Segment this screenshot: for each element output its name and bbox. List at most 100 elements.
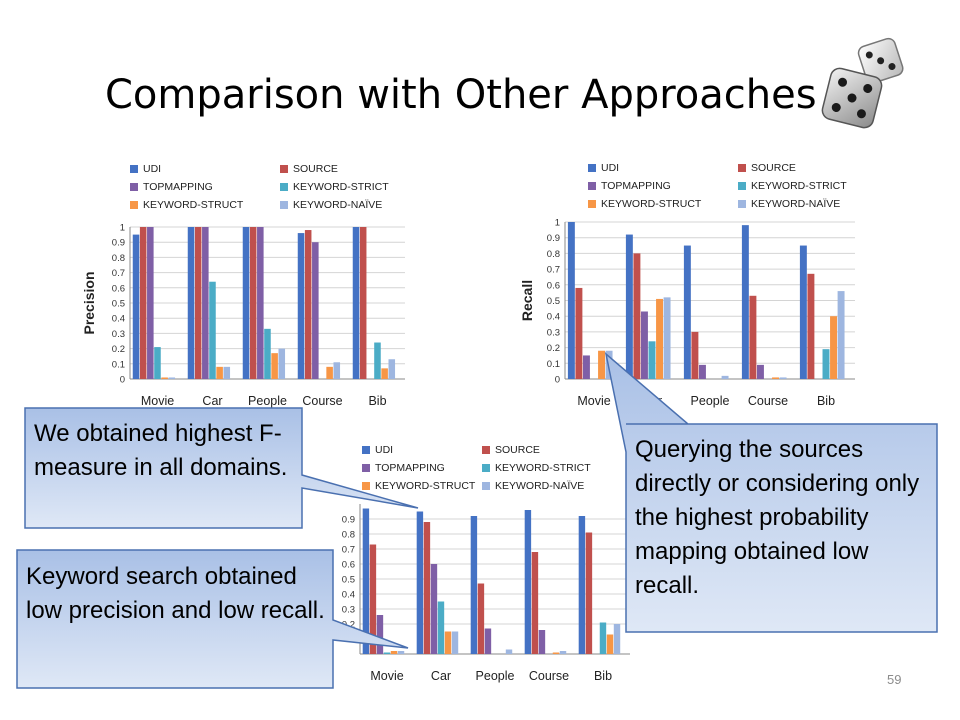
y-tick-label: 0.9 <box>342 515 355 526</box>
bar <box>374 342 381 379</box>
legend-swatch <box>362 482 370 490</box>
fmeasure-callout-text: We obtained highest F-measure in all dom… <box>34 420 288 481</box>
precision-chart: UDI SOURCE TOPMAPPING KEYWORD-STRICT KEYWORD… <box>70 150 430 420</box>
y-axis-label: Precision <box>81 271 97 334</box>
y-tick-label: 1 <box>120 223 125 234</box>
x-tick-label: People <box>248 394 287 408</box>
bar <box>359 227 367 379</box>
bar <box>585 532 593 654</box>
bar <box>578 516 586 654</box>
y-tick-label: 0.8 <box>342 530 355 541</box>
bar <box>605 350 613 379</box>
x-tick-label: Bib <box>594 669 612 683</box>
precision-chart-svg: UDI SOURCE TOPMAPPING KEYWORD-STRICT KEYWORD… <box>81 163 405 408</box>
bar <box>362 508 370 654</box>
bar <box>297 233 305 379</box>
bar <box>822 349 830 379</box>
legend-label: KEYWORD-NAÏVE <box>495 480 584 492</box>
y-tick-label: 0.5 <box>547 296 560 307</box>
legend-swatch <box>280 183 288 191</box>
legend-swatch <box>588 164 596 172</box>
querying-callout-text: Querying the sources directly or conside… <box>635 436 920 599</box>
y-tick-label: 0.6 <box>112 283 125 294</box>
bar <box>390 651 398 654</box>
bar <box>381 368 388 379</box>
bar <box>830 316 837 379</box>
y-tick-label: 0.8 <box>112 253 125 264</box>
legend-swatch <box>280 165 288 173</box>
legend-label: KEYWORD-STRUCT <box>375 480 476 492</box>
bar <box>741 225 749 379</box>
bar <box>249 227 257 379</box>
legend-label: SOURCE <box>293 163 338 175</box>
bar <box>312 242 319 379</box>
legend-label: KEYWORD-STRICT <box>495 462 591 474</box>
bar <box>531 552 539 654</box>
bar <box>139 227 147 379</box>
legend-label: KEYWORD-STRICT <box>293 181 389 193</box>
bar <box>444 631 452 654</box>
y-tick-label: 0.3 <box>342 605 355 616</box>
bar <box>559 651 567 654</box>
y-tick-label: 0.1 <box>547 359 560 370</box>
bar <box>209 281 216 379</box>
recall-chart-svg: UDI SOURCE TOPMAPPING KEYWORD-STRICT KEYWORD… <box>519 162 855 408</box>
bar <box>388 359 396 379</box>
legend-swatch <box>362 446 370 454</box>
bar <box>648 341 656 379</box>
y-tick-label: 1 <box>555 218 560 229</box>
bar <box>552 652 560 654</box>
bar <box>582 355 590 379</box>
bar <box>599 622 607 654</box>
bar <box>524 510 532 654</box>
bar <box>505 649 513 654</box>
bar <box>575 287 583 379</box>
legend-label: UDI <box>601 162 619 174</box>
x-tick-label: Course <box>529 669 569 683</box>
x-tick-label: Car <box>431 669 451 683</box>
bar <box>264 328 271 379</box>
bar <box>397 651 405 654</box>
legend-label: KEYWORD-NAÏVE <box>293 199 382 211</box>
legend-swatch <box>482 464 490 472</box>
bar <box>807 273 815 379</box>
bar <box>257 227 264 379</box>
bar <box>333 362 341 379</box>
bar <box>423 522 431 654</box>
legend-swatch <box>130 183 138 191</box>
legend-label: SOURCE <box>495 444 540 456</box>
bar <box>484 628 492 654</box>
bar <box>326 366 333 379</box>
y-tick-label: 0.9 <box>547 233 560 244</box>
bar <box>477 583 485 654</box>
bar <box>625 234 633 379</box>
legend-swatch <box>362 464 370 472</box>
x-tick-label: People <box>476 669 515 683</box>
bar <box>837 291 845 379</box>
legend-label: KEYWORD-STRUCT <box>601 198 702 210</box>
y-tick-label: 0 <box>120 375 125 386</box>
legend-swatch <box>588 182 596 190</box>
y-tick-label: 0.2 <box>547 343 560 354</box>
legend-label: TOPMAPPING <box>601 180 671 192</box>
bar <box>416 511 424 654</box>
y-tick-label: 0.7 <box>342 545 355 556</box>
bar <box>451 631 459 654</box>
slide-title: Comparison with Other Approaches <box>105 72 817 118</box>
y-tick-label: 0.4 <box>112 314 125 325</box>
bar <box>613 624 621 654</box>
bar <box>663 297 671 379</box>
legend-swatch <box>482 482 490 490</box>
fmeasure-chart: UDI SOURCE TOPMAPPING KEYWORD-STRICT KEYWORD… <box>290 432 650 697</box>
bar <box>756 364 764 379</box>
x-tick-label: Bib <box>817 394 835 408</box>
bar <box>567 222 575 379</box>
bar <box>154 347 161 379</box>
bar <box>437 601 445 654</box>
bar <box>749 295 757 379</box>
dice-icon <box>821 37 904 129</box>
bar <box>223 366 231 379</box>
legend-swatch <box>738 164 746 172</box>
bar <box>202 227 209 379</box>
x-tick-label: Course <box>748 394 788 408</box>
